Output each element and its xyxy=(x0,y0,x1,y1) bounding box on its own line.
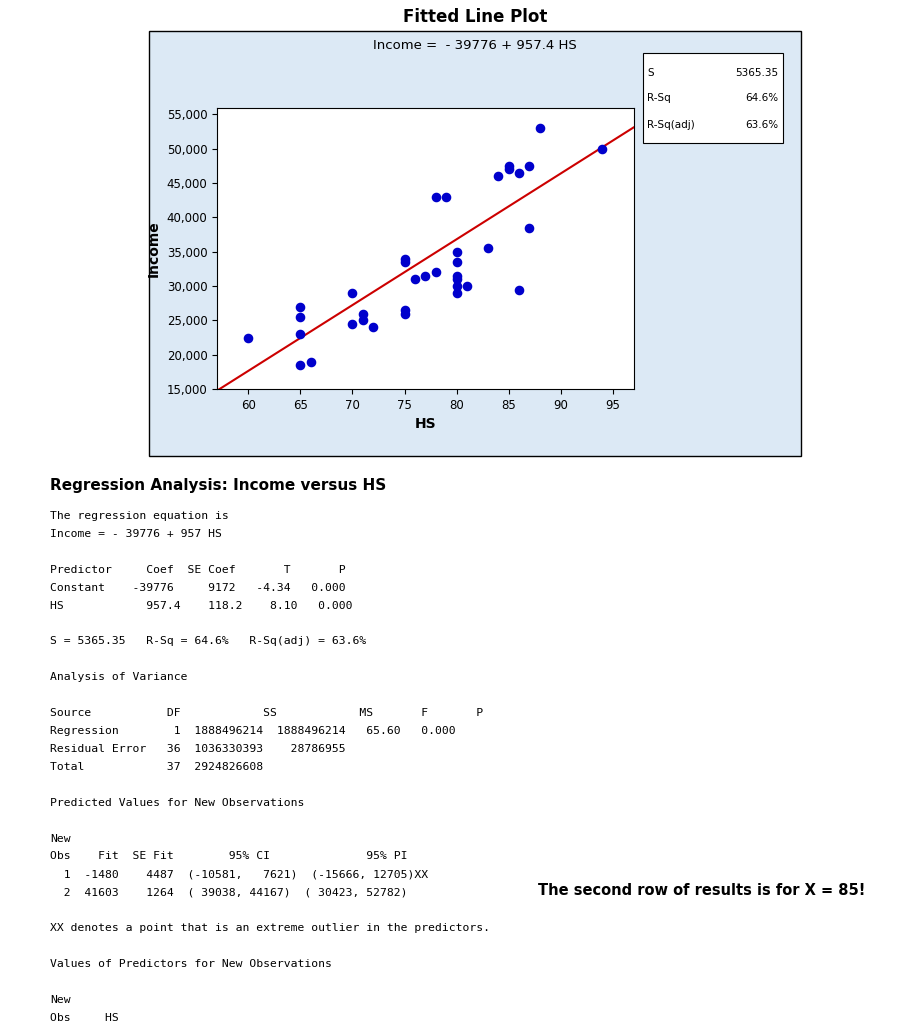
Point xyxy=(345,285,359,301)
Text: S: S xyxy=(647,68,653,78)
Text: Obs    Fit  SE Fit        95% CI              95% PI: Obs Fit SE Fit 95% CI 95% PI xyxy=(50,852,407,861)
Point xyxy=(304,353,319,370)
Point xyxy=(449,271,463,288)
Text: Fitted Line Plot: Fitted Line Plot xyxy=(403,7,548,26)
Point xyxy=(449,244,463,260)
Text: The regression equation is: The regression equation is xyxy=(50,511,229,521)
Point xyxy=(449,254,463,270)
Point xyxy=(501,161,516,177)
Text: Total            37  2924826608: Total 37 2924826608 xyxy=(50,762,262,772)
Point xyxy=(366,319,380,336)
Text: New: New xyxy=(50,834,71,844)
Point xyxy=(428,188,443,205)
Point xyxy=(532,120,547,136)
Point xyxy=(293,326,308,342)
Text: Predicted Values for New Observations: Predicted Values for New Observations xyxy=(50,798,304,808)
Text: 63.6%: 63.6% xyxy=(745,121,778,130)
Point xyxy=(356,312,370,329)
Point xyxy=(522,219,537,236)
Point xyxy=(511,282,526,298)
Point xyxy=(293,299,308,315)
Point xyxy=(407,271,422,288)
Text: Values of Predictors for New Observations: Values of Predictors for New Observation… xyxy=(50,959,331,969)
Point xyxy=(460,278,474,294)
Point xyxy=(595,140,609,157)
Point xyxy=(241,330,255,346)
Text: R-Sq: R-Sq xyxy=(647,93,671,103)
Text: Income = - 39776 + 957 HS: Income = - 39776 + 957 HS xyxy=(50,528,222,539)
Text: Obs     HS: Obs HS xyxy=(50,1013,119,1023)
Text: 2  41603    1264  ( 39038, 44167)  ( 30423, 52782): 2 41603 1264 ( 39038, 44167) ( 30423, 52… xyxy=(50,887,407,897)
Text: 64.6%: 64.6% xyxy=(745,93,778,103)
Point xyxy=(491,168,505,184)
Point xyxy=(397,302,412,318)
Point xyxy=(428,264,443,281)
Point xyxy=(511,165,526,181)
Point xyxy=(293,309,308,326)
Text: Analysis of Variance: Analysis of Variance xyxy=(50,673,187,682)
Text: Predictor     Coef  SE Coef       T       P: Predictor Coef SE Coef T P xyxy=(50,565,346,574)
Text: S = 5365.35   R-Sq = 64.6%   R-Sq(adj) = 63.6%: S = 5365.35 R-Sq = 64.6% R-Sq(adj) = 63.… xyxy=(50,636,366,646)
Text: Residual Error   36  1036330393    28786955: Residual Error 36 1036330393 28786955 xyxy=(50,743,346,754)
Text: R-Sq(adj): R-Sq(adj) xyxy=(647,121,695,130)
X-axis label: HS: HS xyxy=(414,418,436,431)
Point xyxy=(293,357,308,374)
Text: Source           DF            SS            MS       F       P: Source DF SS MS F P xyxy=(50,709,483,718)
Text: HS            957.4    118.2    8.10   0.000: HS 957.4 118.2 8.10 0.000 xyxy=(50,600,352,610)
Text: 1  -1480    4487  (-10581,   7621)  (-15666, 12705)XX: 1 -1480 4487 (-10581, 7621) (-15666, 127… xyxy=(50,869,428,880)
Text: New: New xyxy=(50,995,71,1005)
Point xyxy=(397,254,412,270)
Point xyxy=(397,305,412,322)
Point xyxy=(397,251,412,267)
Point xyxy=(356,305,370,322)
Point xyxy=(522,158,537,174)
Point xyxy=(418,267,433,284)
Text: Income =  - 39776 + 957.4 HS: Income = - 39776 + 957.4 HS xyxy=(373,39,577,52)
Text: 5365.35: 5365.35 xyxy=(735,68,778,78)
Text: Regression Analysis: Income versus HS: Regression Analysis: Income versus HS xyxy=(50,478,386,494)
Point xyxy=(345,315,359,332)
Point xyxy=(449,267,463,284)
Text: The second row of results is for X = 85!: The second row of results is for X = 85! xyxy=(538,883,866,898)
Point xyxy=(449,278,463,294)
Point xyxy=(449,285,463,301)
Text: XX denotes a point that is an extreme outlier in the predictors.: XX denotes a point that is an extreme ou… xyxy=(50,924,490,933)
Y-axis label: Income: Income xyxy=(148,220,161,276)
Point xyxy=(481,240,495,256)
Text: Constant    -39776     9172   -4.34   0.000: Constant -39776 9172 -4.34 0.000 xyxy=(50,583,346,593)
Point xyxy=(439,188,453,205)
Point xyxy=(501,158,516,174)
Text: Regression        1  1888496214  1888496214   65.60   0.000: Regression 1 1888496214 1888496214 65.60… xyxy=(50,726,455,736)
